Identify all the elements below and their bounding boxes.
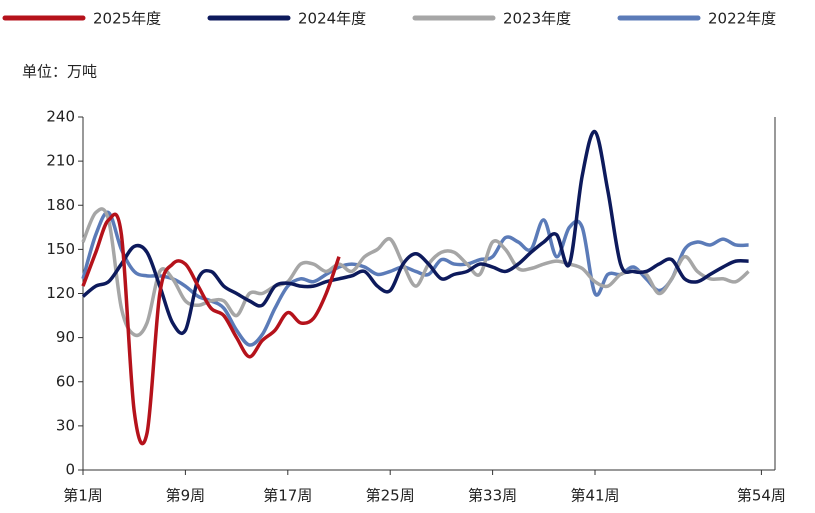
y-tick-label: 120: [46, 284, 75, 302]
unit-label: 单位：万吨: [22, 63, 97, 81]
x-tick-label: 第41周: [570, 487, 619, 505]
y-tick-label: 0: [65, 461, 75, 479]
y-tick-label: 240: [46, 108, 75, 126]
x-tick-label: 第54周: [737, 487, 786, 505]
y-tick-label: 90: [56, 328, 75, 346]
y-tick-label: 30: [56, 416, 75, 434]
legend-label: 2025年度: [93, 10, 161, 28]
x-tick-label: 第25周: [366, 487, 415, 505]
y-tick-label: 60: [56, 372, 75, 390]
x-tick-label: 第1周: [63, 487, 103, 505]
series-line: [81, 212, 341, 446]
x-tick-label: 第9周: [166, 487, 206, 505]
x-tick-label: 第17周: [263, 487, 312, 505]
y-tick-label: 180: [46, 196, 75, 214]
legend-label: 2024年度: [298, 10, 366, 28]
x-tick-label: 第33周: [468, 487, 517, 505]
y-tick-label: 210: [46, 152, 75, 170]
y-tick-label: 150: [46, 240, 75, 258]
legend-label: 2022年度: [708, 10, 776, 28]
series-line: [81, 129, 749, 336]
legend-label: 2023年度: [503, 10, 571, 28]
